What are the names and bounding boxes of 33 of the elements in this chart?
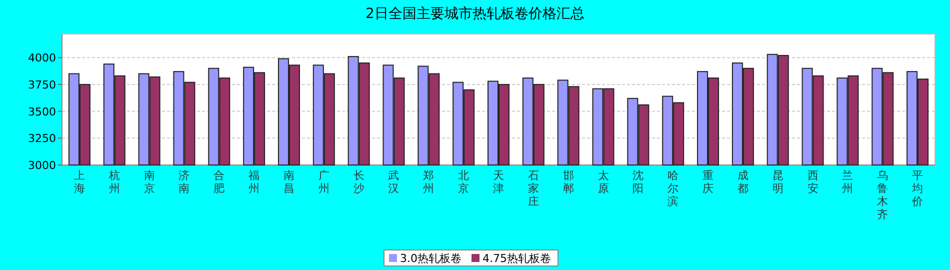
x-tick-label: 上海 [74, 169, 85, 195]
legend-label: 3.0热轧板卷 [400, 252, 462, 265]
x-tick-label: 邯郸 [562, 169, 574, 195]
y-tick-label: 4000 [28, 52, 56, 65]
x-tick-label: 石家庄 [528, 169, 539, 208]
x-tick-label: 沈阳 [632, 169, 644, 195]
x-tick-label: 南昌 [283, 169, 294, 195]
x-tick-label: 南京 [144, 169, 155, 195]
x-tick-label: 平均价 [911, 169, 924, 208]
x-tick-label: 杭州 [108, 169, 120, 195]
x-tick-label: 西安 [807, 169, 818, 195]
x-tick-label: 郑州 [423, 169, 434, 195]
x-tick-label: 成都 [737, 169, 748, 195]
x-tick-label: 兰州 [842, 169, 854, 195]
x-tick-label: 乌鲁木齐 [877, 169, 888, 221]
x-tick-label: 太原 [598, 169, 609, 195]
x-tick-label: 北京 [458, 169, 470, 195]
y-tick-label: 3500 [28, 105, 56, 118]
x-tick-label: 长沙 [353, 169, 364, 195]
y-tick-label: 3750 [28, 78, 56, 92]
chart-title: 2日全国主要城市热轧板卷价格汇总 [366, 6, 584, 22]
x-tick-label: 天津 [493, 169, 504, 195]
legend-label: 4.75热轧板卷 [482, 252, 551, 265]
y-tick-label: 3250 [28, 132, 56, 146]
x-tick-label: 重庆 [702, 169, 714, 195]
x-tick-label: 福州 [248, 169, 260, 195]
x-tick-label: 哈尔滨 [668, 169, 679, 208]
x-tick-label: 广州 [318, 169, 330, 195]
x-tick-label: 武汉 [388, 169, 400, 195]
x-tick-label: 合肥 [214, 169, 225, 195]
y-tick-label: 3000 [28, 159, 56, 172]
x-tick-label: 济南 [178, 169, 190, 195]
x-tick-label: 昆明 [772, 169, 784, 195]
